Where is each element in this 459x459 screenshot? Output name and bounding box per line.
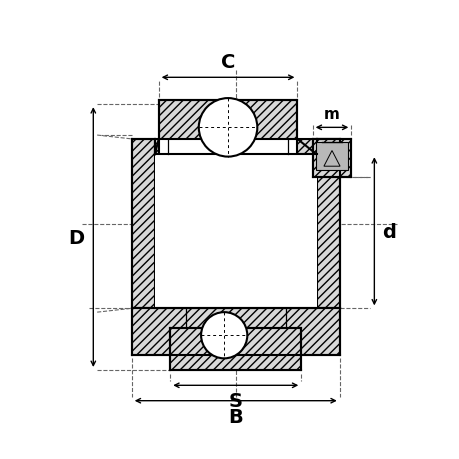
- Bar: [155, 140, 316, 308]
- Text: S: S: [228, 392, 242, 410]
- Circle shape: [201, 313, 247, 358]
- Text: B: B: [228, 407, 243, 426]
- Bar: [316, 140, 339, 308]
- Text: D: D: [68, 228, 84, 247]
- Bar: [170, 328, 301, 370]
- Polygon shape: [323, 151, 339, 167]
- Text: d: d: [381, 222, 395, 241]
- Text: m: m: [323, 107, 339, 122]
- Bar: [158, 101, 297, 140]
- Bar: [315, 143, 347, 171]
- Circle shape: [198, 99, 257, 157]
- Bar: [155, 140, 158, 155]
- Text: C: C: [220, 53, 235, 72]
- Bar: [155, 155, 316, 308]
- Bar: [297, 140, 316, 155]
- Bar: [132, 140, 155, 308]
- Bar: [312, 140, 351, 178]
- Bar: [132, 308, 339, 355]
